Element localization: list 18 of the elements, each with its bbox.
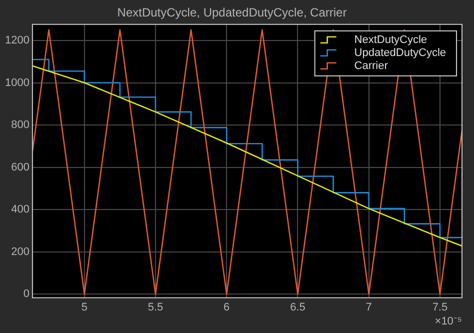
y-tick-label: 600 bbox=[11, 161, 30, 174]
x-tick-label: 5 bbox=[81, 301, 88, 314]
y-tick-label: 400 bbox=[11, 204, 30, 216]
x-tick-label: 7.5 bbox=[432, 301, 448, 314]
text: ×10⁻⁵ bbox=[434, 315, 462, 328]
legend-label: UpdatedDutyCycle bbox=[354, 46, 446, 59]
y-tick-label: 800 bbox=[11, 119, 30, 132]
x-tick-label: 5.5 bbox=[148, 301, 164, 314]
x-tick-label: 6 bbox=[224, 301, 230, 314]
y-tick-label: 1000 bbox=[4, 76, 30, 89]
legend-label: Carrier bbox=[354, 60, 388, 72]
y-tick-label: 1200 bbox=[4, 34, 30, 46]
x-tick-label: 7 bbox=[366, 301, 372, 314]
y-tick-label: 0 bbox=[23, 288, 30, 300]
y-tick-label: 200 bbox=[11, 246, 30, 258]
x-tick-label: 6.5 bbox=[290, 301, 306, 314]
chart-title: NextDutyCycle, UpdatedDutyCycle, Carrier bbox=[117, 6, 347, 20]
legend-label: NextDutyCycle bbox=[354, 34, 428, 46]
